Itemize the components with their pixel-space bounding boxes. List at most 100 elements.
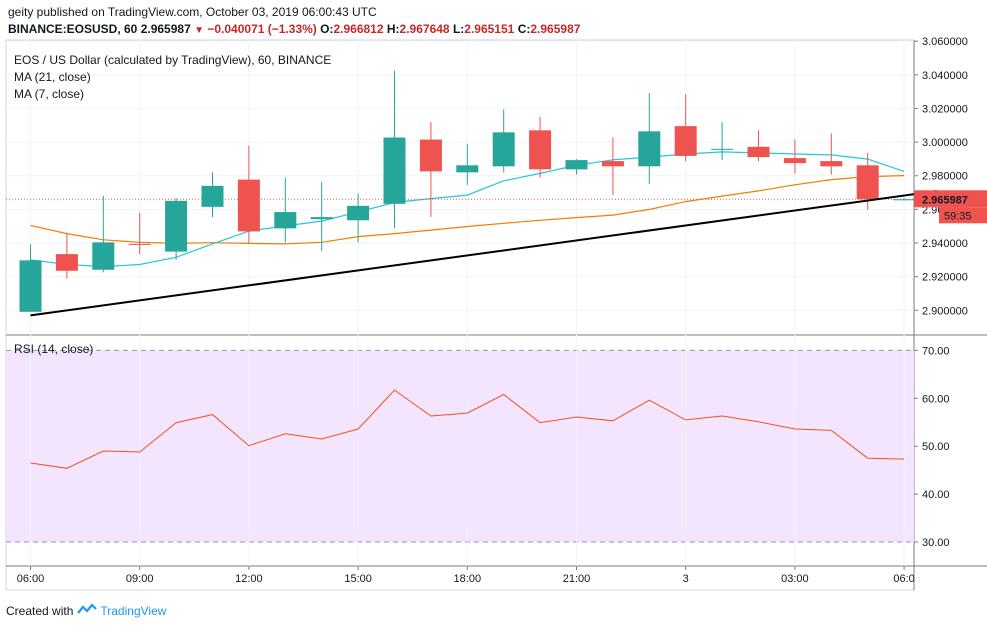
chart-title: EOS / US Dollar (calculated by TradingVi… bbox=[14, 53, 331, 67]
rsi-tick-label: 50.00 bbox=[922, 441, 950, 453]
rsi-line bbox=[30, 389, 905, 469]
candle-body bbox=[456, 165, 479, 173]
candle bbox=[201, 172, 224, 217]
candle-body bbox=[419, 139, 442, 172]
rsi-tick-label: 40.00 bbox=[922, 489, 950, 501]
candle bbox=[783, 139, 806, 174]
close-value: 2.965987 bbox=[530, 22, 581, 36]
price-tick-label: 2.920000 bbox=[922, 272, 968, 284]
candle-body bbox=[711, 148, 734, 150]
ohlc-bar: BINANCE:EOSUSD, 60 2.965987 ▼ −0.040071 … bbox=[8, 22, 580, 36]
candle-body bbox=[55, 254, 78, 271]
candle-body bbox=[383, 137, 406, 204]
time-tick-label: 06:00 bbox=[17, 573, 45, 585]
candle-body bbox=[820, 161, 843, 167]
price-tick-label: 3.040000 bbox=[922, 70, 968, 82]
time-tick-label: 03:00 bbox=[781, 573, 809, 585]
tradingview-brand-link[interactable]: TradingView bbox=[100, 603, 167, 618]
candle bbox=[310, 181, 333, 252]
candle bbox=[601, 137, 624, 196]
price-tick-label: 3.000000 bbox=[922, 137, 968, 149]
candle bbox=[747, 130, 770, 162]
candle bbox=[674, 94, 697, 162]
candle bbox=[492, 109, 515, 173]
candle-body bbox=[201, 185, 224, 207]
time-tick-label: 3 bbox=[683, 573, 689, 585]
trend-line[interactable] bbox=[30, 190, 937, 317]
candle-body bbox=[237, 179, 260, 232]
candle bbox=[274, 177, 297, 243]
price-tick-label: 3.020000 bbox=[922, 103, 968, 115]
price-tick-label: 3.060000 bbox=[922, 36, 968, 48]
last-price: 2.965987 bbox=[140, 22, 191, 36]
rsi-band bbox=[6, 350, 914, 543]
time-tick-label: 21:00 bbox=[563, 573, 591, 585]
candle-body bbox=[492, 132, 515, 167]
time-tick-label: 18:00 bbox=[454, 573, 482, 585]
candle-body bbox=[128, 243, 151, 245]
rsi-title: RSI (14, close) bbox=[14, 342, 93, 356]
publish-info: geity published on TradingView.com, Octo… bbox=[8, 5, 377, 19]
candle-body bbox=[165, 200, 188, 252]
candle bbox=[237, 145, 260, 244]
created-with-label: Created with bbox=[6, 603, 74, 618]
price-tick-label: 2.900000 bbox=[922, 305, 968, 317]
price-change: −0.040071 (−1.33%) bbox=[207, 22, 317, 36]
footer: Created with TradingView bbox=[6, 603, 166, 618]
candle-body bbox=[565, 160, 588, 170]
candle bbox=[55, 233, 78, 279]
last-price-label: 2.965987 bbox=[922, 194, 968, 206]
candle bbox=[19, 244, 42, 312]
candle bbox=[565, 159, 588, 175]
candle bbox=[820, 133, 843, 175]
price-tick-label: 2.980000 bbox=[922, 171, 968, 183]
last-price-label-bg bbox=[914, 190, 987, 208]
candle bbox=[165, 198, 188, 260]
down-triangle-icon: ▼ bbox=[194, 25, 205, 36]
tradingview-logo-icon bbox=[77, 603, 98, 618]
price-tick-label: 2.940000 bbox=[922, 238, 968, 250]
rsi-tick-label: 70.00 bbox=[922, 345, 950, 357]
candle-body bbox=[92, 242, 115, 270]
candle-body bbox=[347, 205, 370, 221]
rsi-tick-label: 30.00 bbox=[922, 537, 950, 549]
time-tick-label: 06:0 bbox=[893, 573, 914, 585]
candle bbox=[383, 70, 406, 229]
candle bbox=[711, 122, 734, 161]
candle bbox=[893, 197, 916, 201]
open-value: 2.966812 bbox=[333, 22, 384, 36]
rsi-tick-label: 60.00 bbox=[922, 393, 950, 405]
countdown-label-bg bbox=[939, 207, 987, 224]
close-label: C: bbox=[517, 22, 531, 36]
time-tick-label: 09:00 bbox=[126, 573, 154, 585]
candle bbox=[128, 212, 151, 255]
symbol-label: BINANCE:EOSUSD, 60 bbox=[8, 22, 138, 36]
legend-ma7: MA (7, close) bbox=[14, 87, 84, 101]
candle-body bbox=[856, 165, 879, 200]
countdown-label: 59:35 bbox=[944, 210, 972, 222]
candle-body bbox=[310, 217, 333, 220]
low-value: 2.965151 bbox=[464, 22, 515, 36]
candle-body bbox=[893, 199, 916, 201]
candle-body bbox=[747, 146, 770, 158]
candle-body bbox=[19, 260, 42, 312]
high-label: H: bbox=[386, 22, 400, 36]
candle-body bbox=[638, 131, 661, 167]
high-value: 2.967648 bbox=[399, 22, 450, 36]
candle bbox=[419, 122, 442, 217]
open-label: O: bbox=[320, 22, 334, 36]
low-label: L: bbox=[452, 22, 465, 36]
candle-body bbox=[783, 158, 806, 164]
candle-body bbox=[529, 130, 552, 170]
time-tick-label: 15:00 bbox=[344, 573, 372, 585]
candle bbox=[456, 143, 479, 185]
candle-body bbox=[601, 161, 624, 167]
candle-body bbox=[674, 126, 697, 156]
legend-ma21: MA (21, close) bbox=[14, 70, 91, 84]
candle bbox=[347, 193, 370, 243]
candle-body bbox=[274, 212, 297, 229]
time-tick-label: 12:00 bbox=[235, 573, 263, 585]
candle bbox=[92, 195, 115, 273]
candle bbox=[638, 93, 661, 184]
